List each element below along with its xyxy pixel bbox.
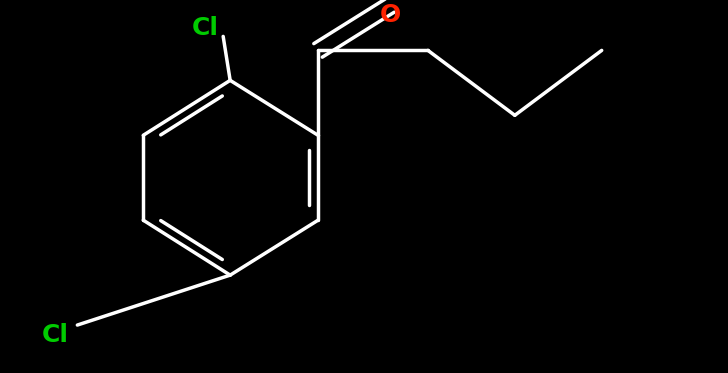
Text: O: O: [379, 3, 400, 28]
Text: Cl: Cl: [42, 323, 69, 347]
Text: Cl: Cl: [191, 16, 218, 40]
